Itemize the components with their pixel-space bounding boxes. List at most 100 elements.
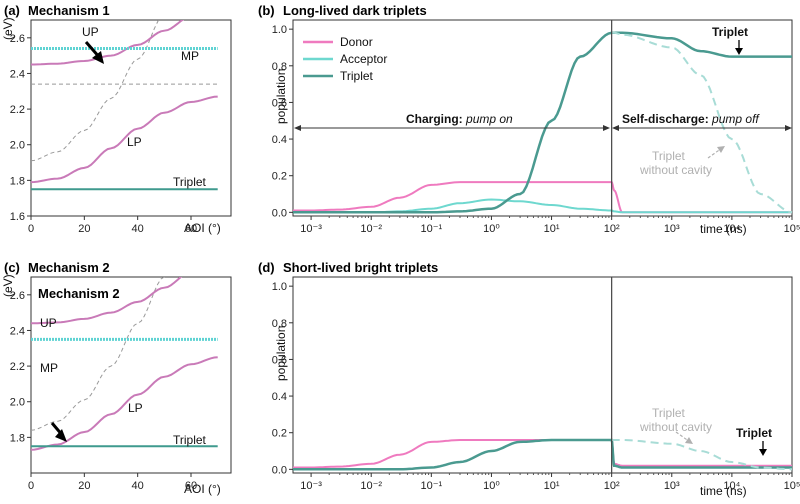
panel-c-up-label: UP	[40, 316, 57, 330]
y-tick-label: 2.6	[10, 290, 25, 302]
triplet-label-b: Triplet	[712, 25, 748, 39]
x-tick-label: 10²	[604, 223, 620, 235]
series-up	[31, 277, 183, 325]
series-triplet	[293, 31, 792, 214]
x-tick-label: 10⁴	[723, 480, 740, 492]
x-tick-label: 10⁰	[483, 480, 500, 492]
series-triplet	[293, 438, 792, 471]
panel-a-letter: (a)	[4, 3, 20, 18]
cavity-mode-line	[31, 20, 160, 162]
panel-b-xlabel: time (ns)	[700, 222, 747, 236]
y-tick-label: 0.2	[272, 171, 287, 183]
y-tick-label: 1.8	[10, 432, 25, 444]
panel-a-triplet-label: Triplet	[173, 175, 207, 189]
arrow-icon	[50, 422, 67, 442]
panel-d-title: Short-lived bright triplets	[283, 260, 438, 275]
x-tick-label: 10⁻³	[300, 223, 322, 235]
y-tick-label: 1.8	[10, 175, 25, 187]
legend-acceptor-label: Acceptor	[340, 52, 387, 66]
panel-c-letter: (c)	[4, 260, 20, 275]
arrow-down-icon	[759, 441, 767, 456]
panel-a-ylabel: (eV)	[1, 17, 15, 40]
panel-b-letter: (b)	[258, 3, 275, 18]
x-tick-label: 40	[132, 223, 144, 235]
y-tick-label: 2.4	[10, 68, 25, 80]
panel-a-frame	[30, 19, 232, 217]
x-tick-label: 10⁵	[784, 223, 800, 235]
x-tick-label: 10⁻³	[300, 480, 322, 492]
x-tick-label: 40	[132, 480, 144, 492]
y-tick-label: 2.2	[10, 361, 25, 373]
charging-arrow	[294, 125, 610, 131]
y-tick-label: 2.0	[10, 140, 25, 152]
arrow-down-icon	[735, 40, 743, 55]
series-up	[31, 20, 185, 66]
x-tick-label: 10⁻²	[360, 223, 382, 235]
panel-a-title: Mechanism 1	[28, 3, 110, 18]
panel-d-frame	[292, 276, 793, 474]
x-tick-label: 10⁴	[723, 223, 740, 235]
y-tick-label: 0.0	[272, 207, 287, 219]
y-tick-label: 0.4	[272, 391, 287, 403]
y-tick-label: 0.2	[272, 428, 287, 440]
panel-a-up-label: UP	[82, 25, 99, 39]
x-tick-label: 10³	[664, 480, 680, 492]
y-tick-label: 1.0	[272, 281, 287, 293]
y-tick-label: 0.6	[272, 354, 287, 366]
x-tick-label: 0	[28, 480, 34, 492]
panel-b-legend: Donor Acceptor Triplet	[303, 35, 387, 83]
x-tick-label: 10²	[604, 480, 620, 492]
x-tick-label: 10³	[664, 223, 680, 235]
series-triplet-without-cavity	[611, 439, 792, 471]
legend-triplet-label: Triplet	[340, 69, 374, 83]
y-tick-label: 1.6	[10, 211, 25, 223]
arrow-icon	[84, 41, 104, 64]
series-lp	[31, 95, 218, 184]
panel-c-inner-title: Mechanism 2	[38, 286, 120, 301]
x-tick-label: 60	[185, 223, 197, 235]
y-tick-label: 0.4	[272, 134, 287, 146]
y-tick-label: 1.0	[272, 24, 287, 36]
x-tick-label: 10⁵	[784, 480, 800, 492]
discharge-arrow	[612, 125, 792, 131]
series-donor	[293, 439, 792, 469]
series-acceptor	[293, 198, 792, 214]
y-tick-label: 0.6	[272, 97, 287, 109]
discharge-label: Self-discharge: pump off	[622, 112, 760, 126]
panel-c-title: Mechanism 2	[28, 260, 110, 275]
panel-c-triplet-label: Triplet	[173, 433, 207, 447]
series-donor	[293, 181, 792, 214]
panel-d: population time (ns) 10⁻³ 10⁻² 10⁻¹ 10⁰ 10¹ 1…	[272, 276, 800, 498]
series-triplet-without-cavity	[611, 31, 793, 214]
panel-c-frame	[30, 276, 232, 474]
x-tick-label: 10¹	[544, 480, 560, 492]
panel-b-ylabel: population	[274, 69, 288, 124]
x-tick-label: 10⁻¹	[420, 223, 442, 235]
triplet-label-d: Triplet	[736, 426, 772, 440]
series-lp	[31, 356, 218, 451]
y-tick-label: 2.2	[10, 104, 25, 116]
y-tick-label: 2.4	[10, 325, 25, 337]
x-tick-label: 20	[78, 223, 90, 235]
panel-c-lp-label: LP	[128, 401, 143, 415]
triplet-no-cavity-label-2: without cavity	[639, 163, 712, 177]
x-tick-label: 10¹	[544, 223, 560, 235]
panel-a: (eV) AOI (°) 0 20 40 60 1.6 1.8 2.0 2.2 2.4 2.6 U…	[1, 17, 232, 235]
panel-c-ylabel: (eV)	[1, 274, 15, 297]
cavity-mode-line	[31, 277, 166, 431]
panel-b: population time (ns) 10⁻³ 10⁻² 10⁻¹ 10⁰ 10¹ 1…	[272, 19, 800, 236]
x-tick-label: 20	[78, 480, 90, 492]
panel-a-xlabel: AOI (°)	[184, 221, 221, 235]
legend-donor-label: Donor	[340, 35, 373, 49]
triplet-no-cavity-label-1: Triplet	[652, 149, 686, 163]
triplet-no-cavity-label-1: Triplet	[652, 406, 686, 420]
panel-c-xlabel: AOI (°)	[184, 482, 221, 496]
panel-d-xlabel: time (ns)	[700, 484, 747, 498]
panel-d-ylabel: population	[274, 326, 288, 381]
panel-c: (eV) AOI (°) Mechanism 2 0 20 40 60 1.8 2.0 2.…	[1, 274, 232, 496]
triplet-no-cavity-pointer	[675, 431, 693, 444]
triplet-no-cavity-pointer	[707, 146, 725, 159]
x-tick-label: 60	[185, 480, 197, 492]
y-tick-label: 2.0	[10, 397, 25, 409]
